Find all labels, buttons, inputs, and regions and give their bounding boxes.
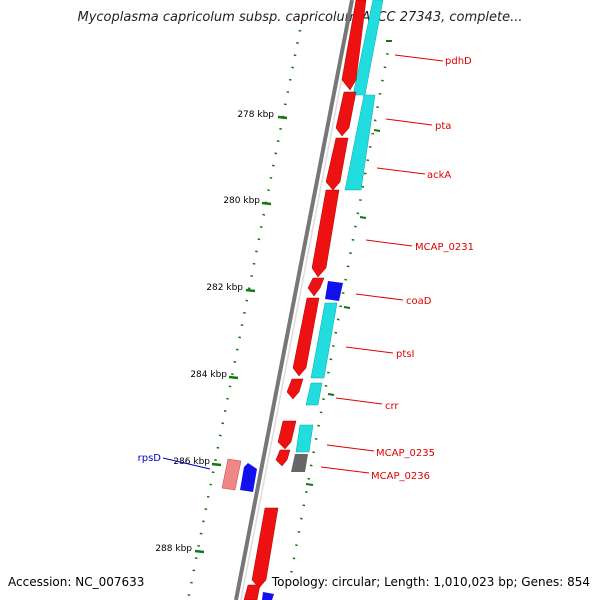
ruler-tick [194, 549, 205, 554]
genome-backbone [234, 0, 354, 600]
gene-MCAP_0235 [277, 420, 297, 450]
cog-block-pink [221, 458, 242, 491]
gene-coaD [307, 277, 325, 297]
label-pta: pta [435, 121, 451, 132]
label-MCAP_0231: MCAP_0231 [415, 242, 474, 253]
leader-line [345, 346, 394, 354]
label-MCAP_0236: MCAP_0236 [371, 471, 430, 482]
cog-block [310, 302, 338, 379]
leader-line [326, 444, 375, 452]
cog-block [295, 424, 314, 453]
reverse-cds [221, 281, 343, 600]
leader-line [335, 397, 383, 405]
gene-pta [335, 91, 357, 137]
cog-block [344, 94, 376, 191]
label-coaD: coaD [406, 296, 432, 307]
ruler-label-288: 288 kbp [155, 544, 192, 554]
ruler-tick [261, 201, 272, 206]
gene-MCAP_0231 [311, 189, 340, 278]
leader-line [365, 239, 413, 247]
ruler-tick [211, 462, 222, 467]
label-rpsD: rpsD [138, 453, 162, 464]
leader-line [376, 167, 426, 175]
label-ptsI: ptsI [396, 349, 414, 360]
ruler-label-280: 280 kbp [223, 196, 260, 206]
leader-line [320, 466, 370, 474]
label-MCAP_0235: MCAP_0235 [376, 448, 435, 459]
ruler: 278 kbp 280 kbp 282 kbp 284 kbp 286 kbp … [155, 110, 288, 554]
leader-line [355, 293, 404, 301]
label-pdhD: pdhD [445, 56, 472, 67]
gene-labels: pdhD pta ackA MCAP_0231 coaD ptsI crr MC… [138, 54, 474, 482]
gene-rpsD [240, 463, 257, 492]
leader-line [394, 54, 444, 62]
cog-block [305, 382, 323, 406]
map-title: Mycoplasma capricolum subsp. capricolum … [77, 10, 523, 25]
ruler-label-286: 286 kbp [173, 457, 210, 467]
forward-cds [243, 0, 367, 600]
label-crr: crr [385, 401, 399, 412]
leader-line [162, 457, 211, 470]
ruler-tick [277, 115, 288, 120]
gene-forward [251, 507, 279, 589]
ruler-label-282: 282 kbp [206, 283, 243, 293]
gene-crr [286, 378, 304, 400]
gene-ackA [325, 137, 349, 191]
gene-ptsI [292, 297, 320, 377]
ruler-tick [228, 375, 239, 380]
gene-reverse [325, 281, 343, 301]
genome-backbone-highlight [240, 0, 358, 600]
cog-block-grey [291, 454, 308, 472]
cog-features [291, 0, 384, 472]
leader-line [385, 118, 433, 126]
ruler-tick [245, 288, 256, 293]
accession-text: Accession: NC_007633 [8, 575, 145, 589]
label-ackA: ackA [427, 170, 451, 181]
gene-reverse [262, 592, 274, 600]
gene-MCAP_0236 [275, 449, 291, 467]
gene-forward [243, 584, 261, 600]
ruler-label-284: 284 kbp [190, 370, 227, 380]
ruler-label-278: 278 kbp [237, 110, 274, 120]
genome-info-text: Topology: circular; Length: 1,010,023 bp… [271, 575, 590, 589]
gene-pdhD [341, 0, 367, 91]
minor-ticks [305, 40, 392, 486]
